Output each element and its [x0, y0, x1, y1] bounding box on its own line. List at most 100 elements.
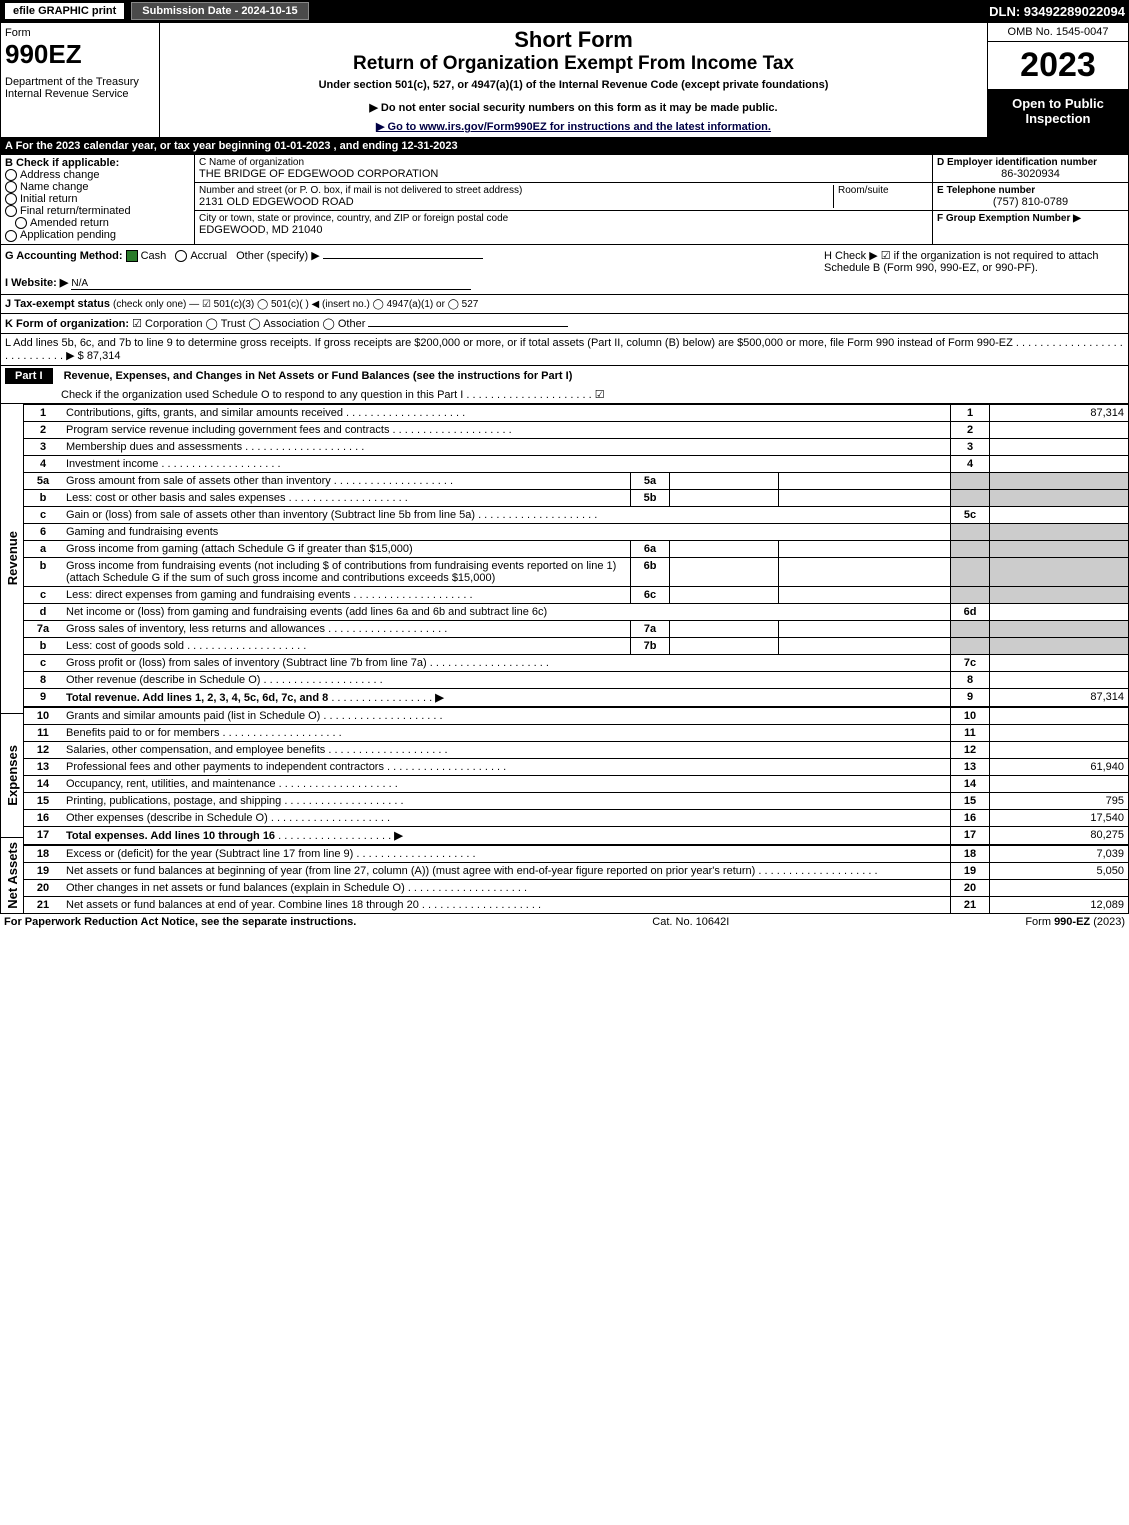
tel-label: E Telephone number — [937, 185, 1124, 196]
under-section: Under section 501(c), 527, or 4947(a)(1)… — [164, 79, 983, 91]
part1-label: Part I — [5, 368, 53, 384]
return-title: Return of Organization Exempt From Incom… — [164, 53, 983, 75]
table-row: 6Gaming and fundraising events — [24, 523, 1128, 540]
table-row: 14Occupancy, rent, utilities, and mainte… — [24, 775, 1128, 792]
table-row: bGross income from fundraising events (n… — [24, 557, 1128, 586]
dln: DLN: 93492289022094 — [989, 4, 1125, 19]
short-form-title: Short Form — [164, 27, 983, 53]
section-b: B Check if applicable: Address change Na… — [1, 155, 195, 244]
submission-date: Submission Date - 2024-10-15 — [131, 2, 308, 20]
open-inspection: Open to Public Inspection — [988, 90, 1128, 137]
g-cash: Cash — [141, 250, 167, 262]
table-row: 5aGross amount from sale of assets other… — [24, 472, 1128, 489]
b-item: Address change — [20, 169, 100, 181]
top-bar: efile GRAPHIC print Submission Date - 20… — [0, 0, 1129, 22]
form-label: Form — [5, 27, 155, 39]
table-row: 20Other changes in net assets or fund ba… — [24, 879, 1128, 896]
expenses-label: Expenses — [3, 743, 22, 808]
table-row: 16Other expenses (describe in Schedule O… — [24, 809, 1128, 826]
b-title: B Check if applicable: — [5, 157, 190, 169]
table-row: cGross profit or (loss) from sales of in… — [24, 654, 1128, 671]
footer-center: Cat. No. 10642I — [356, 916, 1025, 928]
tax-year: 2023 — [988, 42, 1128, 90]
b-item: Application pending — [20, 229, 116, 241]
table-row: 19Net assets or fund balances at beginni… — [24, 862, 1128, 879]
checkbox-icon[interactable] — [5, 181, 17, 193]
page-footer: For Paperwork Reduction Act Notice, see … — [0, 914, 1129, 930]
revenue-label: Revenue — [3, 529, 22, 587]
line-l: L Add lines 5b, 6c, and 7b to line 9 to … — [0, 334, 1129, 366]
table-row: 21Net assets or fund balances at end of … — [24, 896, 1128, 913]
table-row: 18Excess or (deficit) for the year (Subt… — [24, 845, 1128, 863]
part1-body: Revenue Expenses Net Assets 1Contributio… — [0, 404, 1129, 914]
efile-print-button[interactable]: efile GRAPHIC print — [4, 2, 125, 20]
table-row: 15Printing, publications, postage, and s… — [24, 792, 1128, 809]
website: N/A — [71, 278, 471, 290]
footer-left: For Paperwork Reduction Act Notice, see … — [4, 916, 356, 928]
omb-number: OMB No. 1545-0047 — [988, 23, 1128, 42]
dept-label: Department of the Treasury Internal Reve… — [5, 76, 155, 100]
part1-table: 1Contributions, gifts, grants, and simil… — [24, 404, 1128, 913]
table-row: 1Contributions, gifts, grants, and simil… — [24, 404, 1128, 421]
ein-label: D Employer identification number — [937, 157, 1124, 168]
table-row: dNet income or (loss) from gaming and fu… — [24, 603, 1128, 620]
c-addr-label: Number and street (or P. O. box, if mail… — [199, 185, 833, 196]
goto-link[interactable]: ▶ Go to www.irs.gov/Form990EZ for instru… — [164, 120, 983, 133]
b-item: Name change — [20, 181, 89, 193]
table-row: 10Grants and similar amounts paid (list … — [24, 707, 1128, 725]
g-label: G Accounting Method: — [5, 250, 123, 262]
table-row: 13Professional fees and other payments t… — [24, 758, 1128, 775]
g-accrual: Accrual — [190, 250, 227, 262]
section-b-to-f: B Check if applicable: Address change Na… — [0, 155, 1129, 245]
org-name: THE BRIDGE OF EDGEWOOD CORPORATION — [199, 168, 928, 180]
table-row: 12Salaries, other compensation, and empl… — [24, 741, 1128, 758]
table-row: bLess: cost or other basis and sales exp… — [24, 489, 1128, 506]
group-label: F Group Exemption Number ▶ — [937, 213, 1124, 224]
table-row: aGross income from gaming (attach Schedu… — [24, 540, 1128, 557]
telephone: (757) 810-0789 — [937, 196, 1124, 208]
section-d-e-f: D Employer identification number 86-3020… — [932, 155, 1128, 244]
table-row: 2Program service revenue including gover… — [24, 421, 1128, 438]
i-label: I Website: ▶ — [5, 277, 68, 289]
room-label: Room/suite — [833, 185, 928, 208]
table-row: 17Total expenses. Add lines 10 through 1… — [24, 826, 1128, 845]
checkbox-icon[interactable] — [5, 230, 17, 242]
part1-header: Part I Revenue, Expenses, and Changes in… — [0, 366, 1129, 404]
line-j: J Tax-exempt status (check only one) — ☑… — [0, 295, 1129, 314]
section-g-h: G Accounting Method: Cash Accrual Other … — [0, 245, 1129, 295]
form-number: 990EZ — [5, 39, 155, 70]
line-k: K Form of organization: ☑ Corporation ◯ … — [0, 314, 1129, 334]
checkbox-checked-icon[interactable] — [126, 250, 138, 262]
table-row: 4Investment income4 — [24, 455, 1128, 472]
part1-check: Check if the organization used Schedule … — [1, 386, 1128, 403]
table-row: cGain or (loss) from sale of assets othe… — [24, 506, 1128, 523]
checkbox-icon[interactable] — [175, 250, 187, 262]
g-other: Other (specify) ▶ — [236, 250, 320, 262]
b-item: Final return/terminated — [20, 205, 131, 217]
ssn-warning: ▶ Do not enter social security numbers o… — [164, 101, 983, 114]
table-row: bLess: cost of goods sold7b — [24, 637, 1128, 654]
b-item: Amended return — [30, 217, 109, 229]
section-c: C Name of organization THE BRIDGE OF EDG… — [195, 155, 932, 244]
b-item: Initial return — [20, 193, 77, 205]
checkbox-icon[interactable] — [5, 205, 17, 217]
checkbox-icon[interactable] — [5, 169, 17, 181]
table-row: 8Other revenue (describe in Schedule O)8 — [24, 671, 1128, 688]
part1-title: Revenue, Expenses, and Changes in Net As… — [64, 370, 573, 382]
table-row: cLess: direct expenses from gaming and f… — [24, 586, 1128, 603]
table-row: 9Total revenue. Add lines 1, 2, 3, 4, 5c… — [24, 688, 1128, 707]
table-row: 3Membership dues and assessments3 — [24, 438, 1128, 455]
form-header: Form 990EZ Department of the Treasury In… — [0, 22, 1129, 138]
table-row: 7aGross sales of inventory, less returns… — [24, 620, 1128, 637]
ein: 86-3020934 — [937, 168, 1124, 180]
org-address: 2131 OLD EDGEWOOD ROAD — [199, 196, 833, 208]
checkbox-icon[interactable] — [15, 217, 27, 229]
section-h: H Check ▶ ☑ if the organization is not r… — [816, 249, 1124, 290]
footer-right: Form 990-EZ (2023) — [1025, 916, 1125, 928]
c-name-label: C Name of organization — [199, 157, 928, 168]
table-row: 11Benefits paid to or for members11 — [24, 724, 1128, 741]
line-a: A For the 2023 calendar year, or tax yea… — [0, 138, 1129, 155]
checkbox-icon[interactable] — [5, 193, 17, 205]
netassets-label: Net Assets — [3, 840, 22, 911]
org-city: EDGEWOOD, MD 21040 — [199, 224, 928, 236]
